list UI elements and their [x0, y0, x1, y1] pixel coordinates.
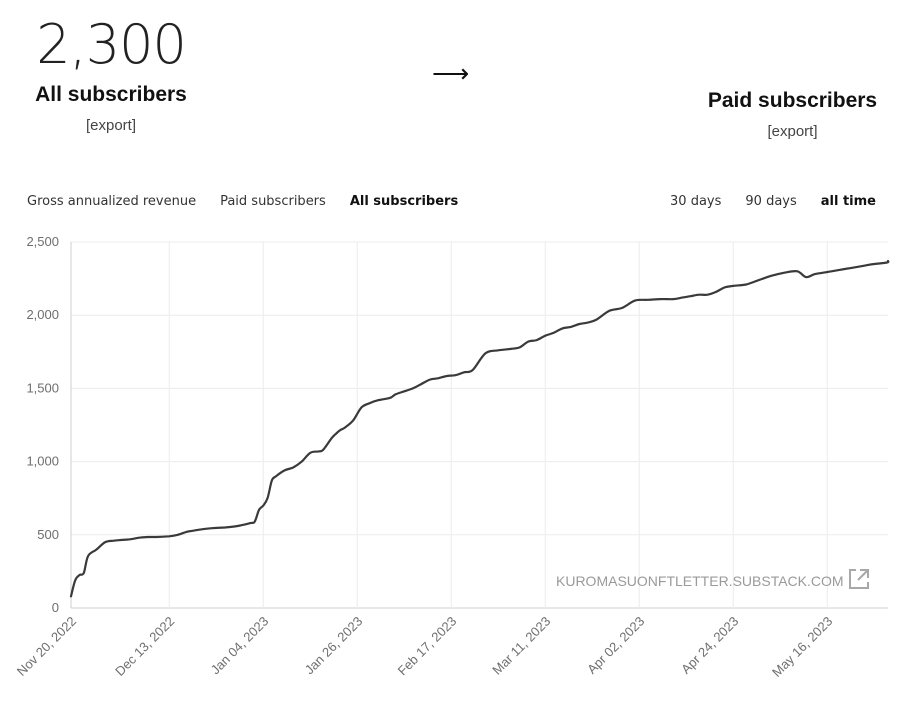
paid-subscribers-stat: Paid subscribers [export]	[700, 82, 885, 142]
export-all-subscribers-link[interactable]: [export]	[85, 117, 137, 134]
arrow-icon: ⟶	[432, 58, 470, 88]
x-tick-label: Dec 13, 2022	[112, 614, 177, 679]
export-paid-subscribers-link[interactable]: [export]	[767, 123, 818, 140]
tab-all-subscribers[interactable]: All subscribers	[349, 194, 459, 209]
tab-gross-annualized-revenue[interactable]: Gross annualized revenue	[27, 194, 197, 209]
x-axis: Nov 20, 2022 Dec 13, 2022 Jan 04, 2023 Jan …	[14, 614, 836, 680]
all-subscribers-count: 2,300	[36, 13, 187, 76]
y-tick-label: 1,500	[26, 380, 59, 395]
all-subscribers-stat: 2,300 All subscribers [export]	[20, 14, 202, 136]
time-range-selector: 30 days 90 days all time	[670, 194, 876, 209]
x-tick-label: Jan 04, 2023	[208, 614, 272, 678]
tab-paid-subscribers[interactable]: Paid subscribers	[220, 194, 326, 209]
all-subscribers-label: All subscribers	[35, 83, 187, 106]
y-tick-label: 2,500	[26, 234, 59, 249]
range-30-days[interactable]: 30 days	[670, 194, 722, 209]
y-tick-label: 500	[37, 527, 59, 542]
range-all-time[interactable]: all time	[820, 194, 876, 209]
paid-subscribers-label: Paid subscribers	[707, 89, 878, 112]
x-tick-label: Nov 20, 2022	[14, 614, 79, 679]
x-tick-label: May 16, 2023	[769, 614, 835, 680]
series-line	[69, 259, 890, 598]
range-90-days[interactable]: 90 days	[745, 194, 797, 209]
y-tick-label: 0	[52, 600, 59, 615]
chart-grid	[70, 241, 888, 609]
x-tick-label: Jan 26, 2023	[302, 614, 366, 678]
x-tick-label: Feb 17, 2023	[395, 614, 460, 679]
subscriber-chart: 0 500 1,000 1,500 2,000 2,500 Nov 20, 2022 Dec…	[14, 234, 890, 680]
watermark-text: KUROMASUONFTLETTER.SUBSTACK.COM	[556, 573, 844, 589]
x-tick-label: Mar 11, 2023	[489, 614, 553, 678]
y-axis: 0 500 1,000 1,500 2,000 2,500	[26, 234, 59, 615]
y-tick-label: 1,000	[26, 454, 59, 469]
x-tick-label: Apr 24, 2023	[678, 614, 741, 677]
x-tick-label: Apr 02, 2023	[584, 614, 647, 677]
external-link-icon[interactable]	[849, 569, 869, 589]
metric-tabs: Gross annualized revenue Paid subscriber…	[27, 194, 458, 209]
y-tick-label: 2,000	[26, 307, 59, 322]
